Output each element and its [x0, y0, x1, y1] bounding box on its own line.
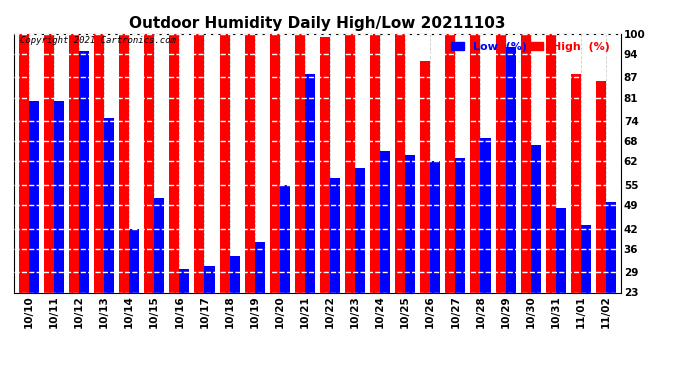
Bar: [79, 51, 89, 292]
Bar: [445, 34, 455, 292]
Text: Copyright 2021 Cartronics.com: Copyright 2021 Cartronics.com: [20, 36, 176, 45]
Bar: [179, 269, 190, 292]
Bar: [255, 242, 265, 292]
Bar: [230, 255, 239, 292]
Title: Outdoor Humidity Daily High/Low 20211103: Outdoor Humidity Daily High/Low 20211103: [129, 16, 506, 31]
Bar: [345, 34, 355, 292]
Bar: [521, 34, 531, 292]
Bar: [54, 101, 64, 292]
Bar: [596, 81, 606, 292]
Bar: [305, 74, 315, 292]
Bar: [270, 34, 279, 292]
Bar: [571, 74, 581, 292]
Bar: [531, 145, 541, 292]
Bar: [581, 225, 591, 292]
Legend: Low  (%), High  (%): Low (%), High (%): [448, 40, 613, 54]
Bar: [144, 34, 155, 292]
Bar: [245, 34, 255, 292]
Bar: [330, 178, 340, 292]
Bar: [155, 198, 164, 292]
Bar: [431, 162, 440, 292]
Bar: [104, 118, 114, 292]
Bar: [480, 138, 491, 292]
Bar: [495, 34, 506, 292]
Bar: [169, 34, 179, 292]
Bar: [355, 168, 365, 292]
Bar: [195, 34, 204, 292]
Bar: [506, 47, 515, 292]
Bar: [380, 152, 390, 292]
Bar: [129, 229, 139, 292]
Bar: [44, 34, 54, 292]
Bar: [405, 155, 415, 292]
Bar: [29, 101, 39, 292]
Bar: [119, 34, 129, 292]
Bar: [94, 34, 104, 292]
Bar: [395, 34, 405, 292]
Bar: [471, 34, 480, 292]
Bar: [279, 185, 290, 292]
Bar: [204, 266, 215, 292]
Bar: [19, 34, 29, 292]
Bar: [455, 158, 466, 292]
Bar: [219, 34, 230, 292]
Bar: [555, 209, 566, 292]
Bar: [606, 202, 616, 292]
Bar: [320, 37, 330, 292]
Bar: [420, 61, 431, 292]
Bar: [546, 34, 555, 292]
Bar: [370, 34, 380, 292]
Bar: [295, 34, 305, 292]
Bar: [69, 34, 79, 292]
